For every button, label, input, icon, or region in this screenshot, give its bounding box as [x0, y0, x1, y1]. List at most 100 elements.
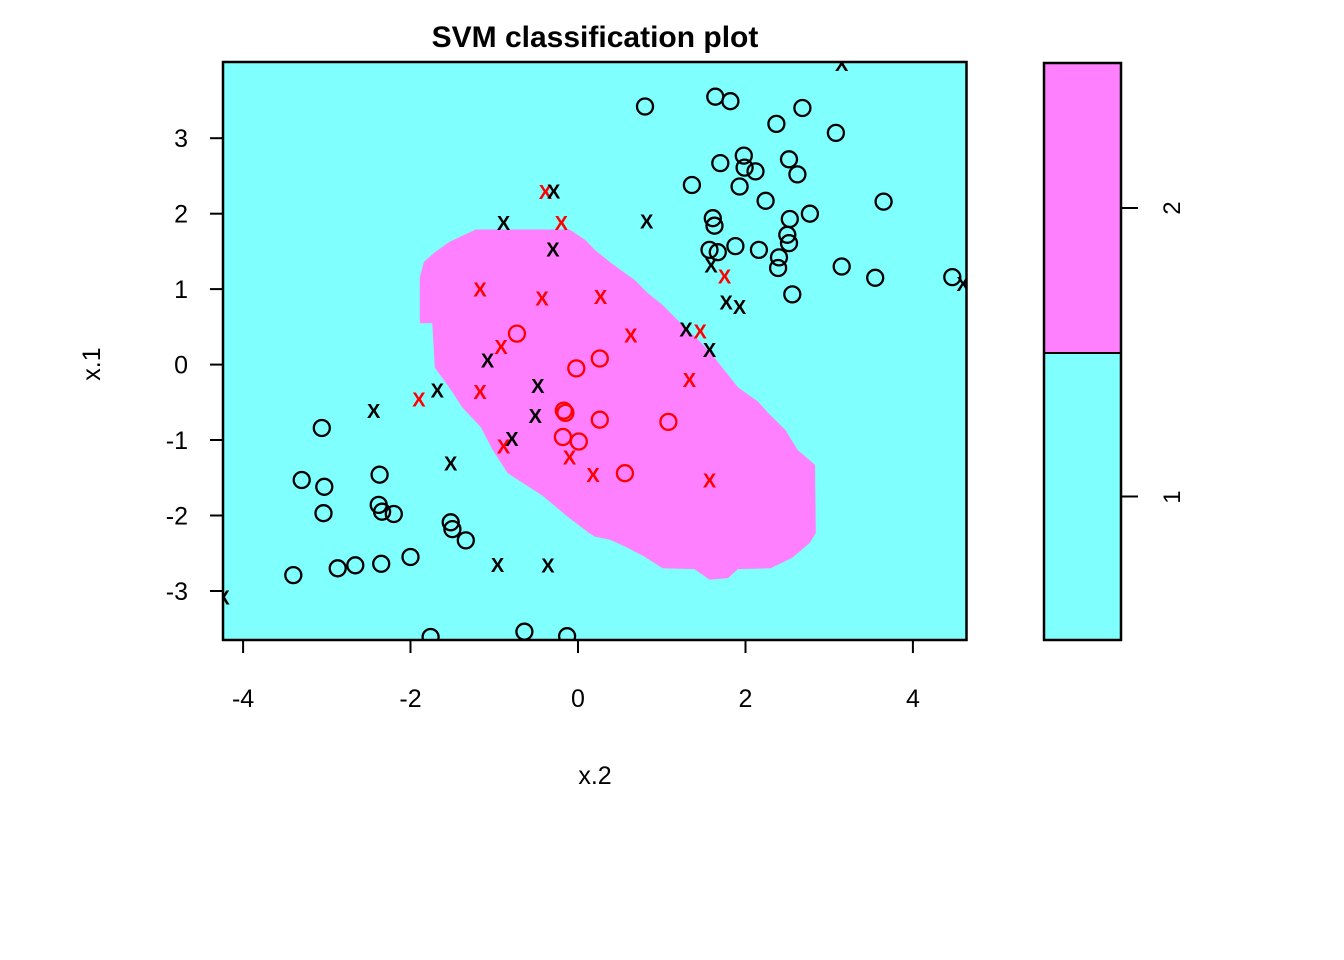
- x-axis-label: x.2: [578, 762, 612, 790]
- data-point-x: X: [412, 390, 426, 412]
- data-point-o: [315, 477, 334, 496]
- data-point-x: X: [703, 340, 717, 362]
- data-point-o: [778, 225, 797, 244]
- legend-swatch-class1: [1044, 353, 1121, 640]
- data-point-x: X: [624, 326, 638, 348]
- data-point-x: X: [216, 587, 230, 609]
- data-point-o: [767, 114, 786, 134]
- data-point-o: [554, 401, 573, 420]
- data-point-o: [401, 547, 420, 567]
- data-point-o: [779, 150, 799, 169]
- data-point-o: [659, 412, 678, 432]
- data-point-o: [346, 556, 365, 575]
- data-point-x: X: [957, 274, 971, 296]
- y-axis-tick-label: 2: [174, 201, 188, 229]
- data-point-o: [874, 192, 893, 211]
- data-point-o: [314, 504, 333, 523]
- data-point-x: X: [531, 376, 545, 398]
- data-point-x: X: [473, 279, 487, 301]
- data-point-o: [682, 175, 702, 195]
- data-point-x: X: [718, 267, 732, 289]
- x-axis-tick-label: -4: [232, 685, 254, 713]
- data-point-x: X: [535, 289, 549, 311]
- data-point-x: X: [494, 337, 508, 359]
- data-point-o: [749, 240, 769, 260]
- data-point-x: X: [546, 239, 560, 261]
- data-point-o: [793, 98, 812, 118]
- data-point-o: [708, 243, 727, 262]
- data-point-o: [370, 465, 389, 484]
- data-point-o: [567, 359, 586, 378]
- data-point-o: [590, 349, 609, 368]
- data-point-o: [730, 177, 749, 196]
- data-point-x: X: [497, 213, 511, 235]
- data-point-x: X: [529, 406, 543, 428]
- data-point-o: [421, 627, 440, 640]
- data-point-o: [800, 204, 820, 223]
- data-point-x: X: [367, 401, 381, 423]
- data-point-o: [866, 268, 885, 287]
- data-point-o: [832, 257, 851, 276]
- y-axis-tick-label: 0: [174, 352, 188, 380]
- y-axis-tick-label: -2: [166, 503, 188, 531]
- legend-swatch-class2: [1044, 63, 1121, 353]
- data-point-o: [312, 418, 331, 438]
- data-point-x: X: [505, 429, 519, 451]
- data-point-o: [768, 258, 788, 278]
- data-point-o: [507, 324, 527, 343]
- y-axis-tick-label: 3: [174, 125, 188, 153]
- data-point-o: [711, 153, 730, 173]
- data-point-x: X: [720, 292, 734, 314]
- data-point-o: [384, 504, 403, 524]
- data-point-o: [456, 531, 475, 550]
- x-axis-tick-label: -2: [399, 685, 421, 713]
- y-axis-tick-label: 1: [174, 276, 188, 304]
- data-point-o: [443, 519, 462, 539]
- data-point-x: X: [444, 454, 458, 476]
- y-axis-tick-label: -1: [166, 427, 188, 455]
- data-point-o: [721, 92, 740, 111]
- data-point-o: [769, 248, 789, 267]
- data-point-o: [700, 240, 719, 260]
- y-axis-tick-label: -3: [166, 578, 188, 606]
- plot-title: SVM classification plot: [431, 21, 759, 54]
- data-point-x: X: [733, 297, 747, 319]
- data-point-o: [726, 236, 745, 256]
- data-point-o: [735, 158, 754, 177]
- data-point-o: [756, 191, 775, 210]
- data-point-o: [826, 123, 846, 143]
- x-axis-tick-label: 0: [571, 685, 585, 713]
- data-point-o: [569, 432, 588, 451]
- data-point-x: X: [835, 54, 849, 76]
- region-class2: [419, 229, 816, 580]
- x-axis-tick-label: 4: [906, 685, 920, 713]
- data-point-x: X: [640, 212, 654, 234]
- plot-box-border: [221, 60, 968, 642]
- data-point-o: [734, 146, 753, 165]
- data-point-o: [779, 233, 799, 253]
- data-point-x: X: [473, 382, 487, 404]
- data-point-o: [441, 513, 460, 532]
- data-point-o: [556, 403, 575, 423]
- data-point-o: [292, 470, 311, 490]
- legend-label-class2: 2: [1159, 201, 1186, 215]
- data-point-x: X: [491, 555, 505, 577]
- data-point-x: X: [703, 470, 717, 492]
- data-point-x: X: [694, 322, 708, 344]
- data-point-o: [783, 285, 802, 304]
- data-point-o: [943, 267, 962, 287]
- data-point-o: [284, 565, 303, 585]
- data-point-o: [703, 209, 722, 228]
- data-point-o: [557, 627, 577, 640]
- data-point-x: X: [555, 213, 569, 235]
- data-point-x: X: [497, 436, 511, 458]
- data-point-o: [615, 464, 635, 483]
- data-point-x: X: [481, 350, 495, 372]
- data-point-o: [705, 216, 724, 235]
- data-point-x: X: [704, 255, 718, 277]
- data-point-x: X: [586, 465, 600, 487]
- data-point-o: [590, 410, 609, 429]
